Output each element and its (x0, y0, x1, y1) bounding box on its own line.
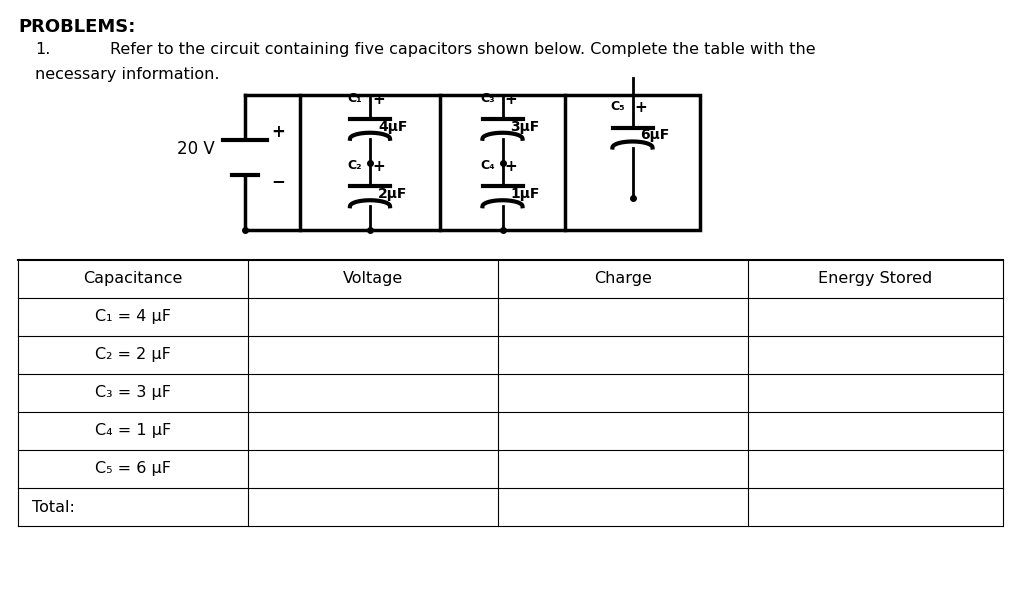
Text: C₂ = 2 μF: C₂ = 2 μF (95, 348, 171, 362)
Text: +: + (504, 159, 518, 174)
Text: necessary information.: necessary information. (35, 67, 220, 82)
Text: 20 V: 20 V (178, 140, 215, 159)
Text: C₃ = 3 μF: C₃ = 3 μF (95, 385, 171, 401)
Text: C₂: C₂ (347, 159, 362, 172)
Text: Charge: Charge (594, 271, 652, 287)
Text: Voltage: Voltage (343, 271, 403, 287)
Text: C₁: C₁ (347, 92, 362, 105)
Text: +: + (372, 159, 385, 174)
Text: +: + (372, 92, 385, 107)
Text: C₃: C₃ (480, 92, 494, 105)
Text: Refer to the circuit containing five capacitors shown below. Complete the table : Refer to the circuit containing five cap… (110, 42, 816, 57)
Text: C₅ = 6 μF: C₅ = 6 μF (95, 461, 171, 477)
Text: 1.: 1. (35, 42, 50, 57)
Text: 3μF: 3μF (510, 120, 540, 134)
Text: C₄: C₄ (480, 159, 494, 172)
Text: 6μF: 6μF (640, 129, 670, 143)
Text: +: + (271, 123, 285, 141)
Text: C₅: C₅ (610, 100, 625, 113)
Text: 4μF: 4μF (378, 120, 407, 134)
Text: −: − (271, 172, 285, 190)
Text: C₄ = 1 μF: C₄ = 1 μF (95, 424, 172, 438)
Text: Total:: Total: (32, 500, 75, 514)
Text: 1μF: 1μF (510, 187, 540, 201)
Bar (300, 95, 700, 230)
Text: Energy Stored: Energy Stored (819, 271, 932, 287)
Text: Capacitance: Capacitance (84, 271, 183, 287)
Text: +: + (504, 92, 518, 107)
Text: 2μF: 2μF (378, 187, 407, 201)
Text: C₁ = 4 μF: C₁ = 4 μF (95, 310, 171, 324)
Text: +: + (634, 100, 647, 116)
Text: PROBLEMS:: PROBLEMS: (18, 18, 136, 36)
